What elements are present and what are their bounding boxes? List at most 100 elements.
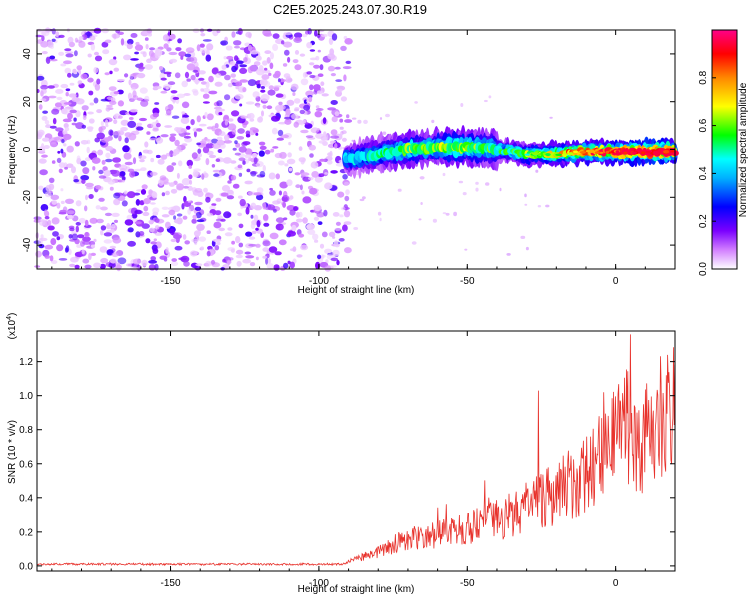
spectrogram-peak-cell [631,151,637,154]
spectrogram-noise-cell [181,143,188,147]
spectrogram-noise-cell [150,202,156,205]
spectrogram-noise-cell [65,53,74,58]
spectrogram-noise-cell [286,205,296,211]
spectrogram-noise-cell [236,260,242,267]
spectrogram-noise-cell [224,119,229,126]
spectrogram-noise-cell [235,249,244,255]
spectrogram-noise-cell [280,134,289,139]
spectrogram-noise-cell [293,121,299,128]
spectrogram-noise-cell [253,192,262,196]
spectrogram-noise-cell [80,175,90,181]
spectrogram-noise-cell [120,119,129,126]
snr-series-line [36,334,676,567]
spectrogram-noise-cell [107,179,116,185]
spectrogram-noise-cell [51,160,56,164]
spectrogram-noise-cell [60,83,69,89]
spectrogram-noise-cell [148,219,155,224]
spectrogram-speckle [524,203,528,206]
spectrogram-noise-cell [139,62,144,67]
spectrogram-noise-cell [199,43,205,48]
spectrogram-noise-cell [57,150,61,154]
spectrogram-noise-cell [324,182,333,190]
spectrogram-noise-cell [267,258,271,264]
spectrogram-speckle [362,196,366,200]
spectrogram-noise-cell [156,137,164,144]
spectrogram-speckle [382,131,387,135]
spectrogram-noise-cell [145,44,149,50]
spectrogram-noise-cell [65,198,74,204]
spectrogram-noise-cell [332,249,340,257]
spectrogram-noise-cell [203,171,207,176]
spectrogram-noise-cell [327,152,332,157]
spectrogram-noise-cell [231,128,237,135]
spectrogram-noise-cell [132,258,142,265]
spectrogram-noise-cell [255,243,261,248]
spectrogram-noise-cell [172,96,180,100]
spectrogram-noise-cell [212,238,222,243]
spectrogram-noise-cell [109,245,117,249]
spectrogram-noise-cell [84,182,94,188]
spectrogram-noise-cell [84,157,91,162]
spectrogram-noise-cell [255,227,259,231]
spectrogram-noise-cell [227,260,232,264]
spectrogram-peak-cell [588,149,595,153]
spectrogram-noise-cell [149,227,155,233]
spectrogram-noise-cell [168,182,175,187]
spectrogram-noise-cell [299,184,303,191]
spectrogram-noise-cell [268,85,274,90]
spectrogram-noise-cell [126,263,132,267]
spectrogram-noise-cell [173,215,177,220]
spectrogram-noise-cell [178,160,183,167]
spectrogram-noise-cell [128,79,132,86]
spectrogram-noise-cell [152,248,159,254]
spectrogram-noise-cell [40,143,45,150]
spectrogram-noise-cell [143,205,149,212]
spectrogram-noise-cell [51,38,56,42]
spectrogram-noise-cell [106,104,113,108]
spectrogram-noise-cell [168,209,176,216]
spectrogram-noise-cell [301,33,308,38]
spectrogram-noise-cell [239,79,248,83]
spectrogram-noise-cell [275,104,284,112]
spectrogram-noise-cell [42,137,50,142]
spectrogram-noise-cell [146,131,151,135]
spectrogram-noise-cell [160,77,167,81]
spectrogram-noise-cell [262,104,267,109]
spectrogram-noise-cell [52,117,57,125]
spectrogram-noise-cell [287,260,291,265]
spectrogram-noise-cell [337,191,345,198]
spectrogram-noise-cell [237,164,243,169]
spectrogram-noise-cell [286,179,293,187]
spectrogram-noise-cell [268,172,276,180]
spectrogram-noise-cell [65,245,70,253]
spectrogram-noise-cell [163,84,172,89]
spectrogram-noise-cell [262,202,267,210]
spectrogram-noise-cell [269,187,273,191]
spectrogram-noise-cell [256,187,264,194]
spectrogram-noise-cell [296,254,303,258]
spectrogram-noise-cell [154,225,160,230]
spectrogram-noise-cell [127,240,136,247]
spectrogram-noise-cell [104,39,112,44]
spectrogram-noise-cell [66,145,74,153]
spectrogram-noise-cell [270,148,275,153]
spectrogram-noise-cell [226,55,234,60]
spectrogram-noise-cell [205,196,211,203]
spectrogram-noise-cell [126,191,136,199]
spectrogram-noise-cell [162,34,170,42]
spectrogram-speckle [385,113,390,118]
spectrogram-noise-cell [104,72,110,76]
snr-background [37,331,675,571]
spectrogram-noise-cell [317,254,322,260]
spectrogram-noise-cell [80,73,88,80]
spectrogram-noise-cell [150,157,155,163]
spectrogram-noise-cell [238,242,244,248]
spectrogram-noise-cell [210,259,216,265]
spectrogram-noise-cell [248,243,257,247]
spectrogram-noise-cell [295,218,303,223]
spectrogram-noise-cell [202,146,210,154]
spectrogram-noise-cell [189,180,193,185]
spectrogram-noise-cell [65,92,69,97]
spectrogram-noise-cell [90,244,96,248]
spectrogram-noise-cell [160,90,168,94]
